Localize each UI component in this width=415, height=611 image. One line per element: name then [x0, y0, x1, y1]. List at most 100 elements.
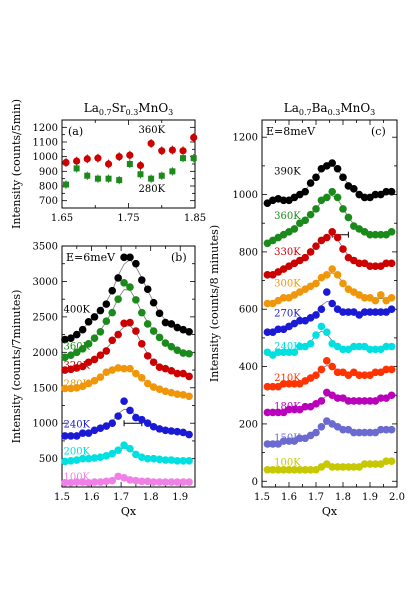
data-point: [102, 422, 111, 430]
data-point: [301, 187, 310, 196]
chart-title: La0.7Ba0.3MnO3: [284, 101, 376, 117]
data-point: [62, 181, 69, 188]
data-point: [105, 175, 112, 182]
data-point: [382, 457, 391, 465]
data-point: [317, 322, 326, 331]
panel-a: 1.65 1.75 1.85 700 800 900 1000 1100 1200 Intensi…: [10, 99, 206, 229]
data-point: [366, 345, 374, 354]
data-point: [312, 173, 320, 182]
data-point: [108, 366, 117, 374]
data-point: [306, 465, 315, 474]
y-axis-label: Intensity (counts/5min): [10, 99, 23, 229]
title-subscript: 0.3: [126, 108, 139, 117]
data-point: [312, 242, 320, 250]
data-point: [301, 253, 310, 262]
data-point: [350, 463, 358, 471]
title-subscript: 0.7: [299, 108, 312, 117]
data-point: [366, 230, 374, 239]
data-point: [149, 454, 158, 463]
x-tick-label: 1.9: [172, 492, 188, 503]
data-point: [382, 259, 391, 268]
data-point: [102, 452, 111, 460]
x-tick-label: 1.6: [84, 492, 100, 503]
series-label: 180K: [274, 402, 301, 413]
data-point: [149, 478, 158, 486]
data-point: [377, 230, 385, 239]
data-point: [301, 465, 310, 474]
data-point: [149, 327, 158, 335]
data-point: [179, 369, 187, 378]
data-point: [371, 262, 380, 271]
data-point: [317, 365, 326, 374]
data-point: [167, 342, 176, 351]
series-400K: [61, 253, 193, 344]
data-point: [323, 233, 331, 242]
data-point: [377, 291, 385, 299]
data-point: [120, 473, 128, 482]
series-label: 210K: [274, 373, 301, 384]
data-point: [167, 456, 176, 464]
data-point: [179, 349, 187, 357]
data-point: [78, 344, 87, 353]
y-tick-label: 900: [39, 167, 58, 178]
data-point: [161, 478, 170, 486]
data-point: [61, 478, 69, 487]
data-point: [115, 153, 123, 161]
x-tick-label: 2.0: [389, 492, 405, 503]
x-tick-label: 1.9: [362, 492, 378, 503]
data-point: [120, 279, 128, 287]
title-subscript: 3: [370, 108, 375, 117]
series-270K: [263, 288, 396, 336]
data-point: [387, 391, 396, 400]
data-point: [333, 271, 342, 279]
data-point: [269, 440, 277, 448]
data-point: [371, 190, 380, 199]
data-point: [73, 157, 81, 165]
series-200K: [61, 441, 193, 466]
x-tick-label: 1.7: [113, 492, 129, 503]
data-point: [114, 472, 122, 481]
data-point: [360, 460, 369, 468]
data-point: [108, 476, 117, 485]
data-point: [143, 419, 152, 428]
data-point: [328, 299, 337, 308]
data-point: [84, 478, 93, 487]
data-point: [185, 327, 193, 336]
data-point: [339, 425, 347, 434]
data-point: [90, 334, 99, 342]
data-point: [168, 146, 176, 154]
data-point: [161, 387, 170, 396]
data-point: [317, 397, 326, 405]
data-point: [167, 388, 176, 397]
data-point: [96, 478, 105, 486]
title-subscript: 0.7: [99, 108, 112, 117]
x-tick-label: 1.5: [254, 492, 270, 503]
panel-b: 1.5 1.6 1.7 1.8 1.9 500 1000 1500 2000 2500 3000 35…: [10, 242, 196, 518]
data-point: [274, 465, 283, 474]
data-point: [263, 382, 272, 391]
data-point: [387, 342, 396, 351]
series-label: 360K: [63, 341, 90, 352]
data-point: [382, 187, 391, 196]
data-point: [360, 397, 369, 405]
data-point: [84, 172, 91, 179]
data-point: [290, 465, 299, 474]
y-tick-label: 2500: [33, 312, 58, 323]
data-point: [185, 430, 193, 439]
series-320K: [61, 318, 193, 381]
series-label: 320K: [63, 361, 90, 372]
data-point: [350, 397, 358, 405]
data-point: [138, 276, 146, 284]
data-point: [132, 413, 140, 422]
data-point: [179, 147, 187, 155]
data-point: [61, 384, 69, 393]
data-point: [190, 155, 197, 162]
data-point: [67, 365, 75, 374]
data-point: [285, 379, 293, 388]
data-point: [143, 285, 152, 294]
data-point: [185, 372, 193, 381]
data-point: [96, 351, 105, 359]
data-point: [78, 382, 87, 391]
title-text: Ba: [312, 101, 328, 115]
series-label: 270K: [274, 308, 301, 319]
